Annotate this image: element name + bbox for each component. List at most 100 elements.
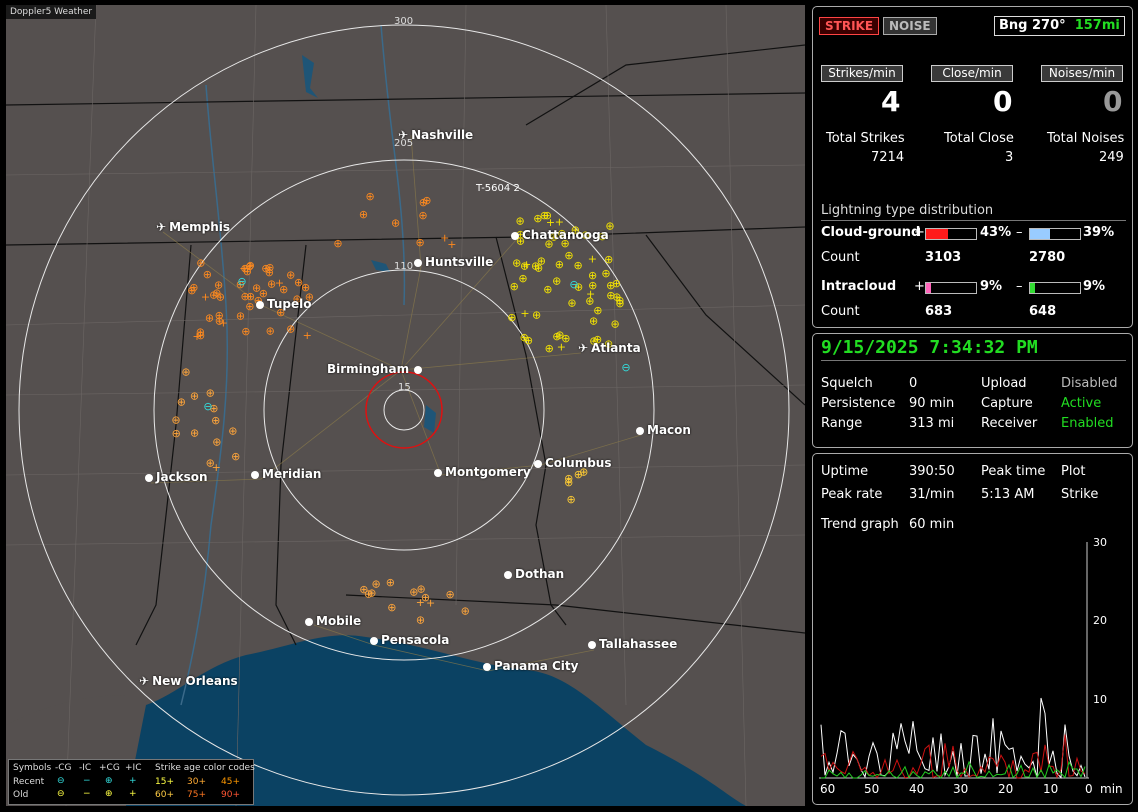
city-dot-icon bbox=[256, 300, 264, 309]
strike-marker: + bbox=[546, 216, 555, 229]
city-pensacola: Pensacola bbox=[370, 633, 449, 647]
noises-per-min-label[interactable]: Noises/min bbox=[1041, 65, 1123, 82]
trend-x-tick-40: 40 bbox=[909, 782, 925, 796]
strike-marker: ⊕ bbox=[246, 259, 255, 272]
strike-marker: ⊕ bbox=[593, 333, 602, 346]
ic-negative-bar-fill bbox=[1030, 283, 1035, 293]
city-dot-icon bbox=[483, 662, 491, 671]
strikes-per-min-label[interactable]: Strikes/min bbox=[821, 65, 903, 82]
lake bbox=[371, 260, 390, 272]
age-30: 30+ bbox=[187, 777, 206, 787]
city-dot-icon bbox=[145, 473, 153, 482]
trend-graph-value: 60 min bbox=[909, 517, 955, 532]
strike-marker: ⊕ bbox=[294, 276, 303, 289]
legend-header-neg-ic: -IC bbox=[79, 763, 92, 773]
strike-marker: ⊕ bbox=[292, 293, 301, 306]
intracloud-label: Intracloud bbox=[821, 279, 897, 294]
trend-line bbox=[820, 734, 1086, 779]
total-noises-label: Total Noises bbox=[1047, 131, 1125, 146]
noise-button[interactable]: NOISE bbox=[883, 17, 937, 35]
strike-marker: ⊕ bbox=[286, 269, 295, 282]
river bbox=[180, 84, 229, 706]
strike-marker: ⊕ bbox=[567, 296, 576, 309]
strike-marker: ⊕ bbox=[240, 262, 249, 275]
strike-marker: ⊕ bbox=[507, 311, 516, 324]
ic-count-label: Count bbox=[821, 304, 860, 319]
ic-positive-pct: 9% bbox=[980, 279, 1003, 294]
strike-marker: ⊕ bbox=[555, 329, 564, 342]
strike-marker: ⊕ bbox=[267, 278, 276, 291]
gulf-of-mexico bbox=[126, 635, 746, 806]
roads bbox=[150, 134, 642, 672]
legend-header-pos-cg: +CG bbox=[99, 763, 120, 773]
strike-marker: ⊕ bbox=[543, 209, 552, 222]
strike-marker: ⊕ bbox=[387, 601, 396, 614]
strike-button[interactable]: STRIKE bbox=[819, 17, 880, 35]
trend-x-tick-20: 20 bbox=[998, 782, 1014, 796]
strike-marker: ⊕ bbox=[386, 576, 395, 589]
strike-marker: ⊕ bbox=[516, 235, 525, 248]
close-per-min-label[interactable]: Close/min bbox=[931, 65, 1013, 82]
strike-marker: ⊕ bbox=[305, 291, 314, 304]
strike-marker: ⊕ bbox=[241, 325, 250, 338]
airport-icon: ✈ bbox=[578, 341, 589, 355]
plot-value[interactable]: Strike bbox=[1061, 487, 1099, 502]
strike-marker: ⊕ bbox=[228, 425, 237, 438]
city-dot-icon bbox=[434, 468, 442, 477]
strike-marker: ⊕ bbox=[533, 212, 542, 225]
strike-marker: ⊕ bbox=[549, 231, 558, 244]
trend-lines bbox=[820, 697, 1086, 780]
strike-marker: ⊕ bbox=[564, 249, 573, 262]
strike-marker: ⊕ bbox=[415, 236, 424, 249]
total-strikes-value: 7214 bbox=[871, 150, 905, 165]
strike-marker: ⊕ bbox=[177, 396, 186, 409]
uptime-value: 390:50 bbox=[909, 464, 955, 479]
ic-plus-sign: + bbox=[914, 279, 925, 294]
strike-marker: + bbox=[426, 596, 435, 609]
strike-marker: ⊕ bbox=[265, 266, 274, 279]
cg-minus-sign: – bbox=[1016, 225, 1023, 240]
strike-marker: ⊕ bbox=[212, 436, 221, 449]
cg-positive-bar bbox=[925, 228, 977, 240]
strike-marker: ⊕ bbox=[532, 309, 541, 322]
range-value: 313 mi bbox=[909, 416, 955, 431]
lightning-map[interactable]: ⊕⊕⊕⊕⊕⊕⊕++⊕⊕⊕⊕⊕⊕⊕⊕⊕⊕⊕⊕⊕⊕⊕++⊕⊕⊕+⊕+⊕⊕⊕⊕⊕⊕⊕⊕… bbox=[6, 5, 805, 806]
storm-tag[interactable]: T-5604 2 bbox=[476, 183, 520, 194]
upload-label: Upload bbox=[981, 376, 1027, 391]
strike-marker: ⊕ bbox=[544, 237, 553, 250]
city-dot-icon bbox=[305, 617, 313, 626]
city-dot-icon bbox=[370, 636, 378, 645]
ic-positive-count: 683 bbox=[925, 304, 953, 319]
pos-cg-recent-icon: ⊕ bbox=[105, 776, 113, 786]
pos-ic-recent-icon: + bbox=[129, 776, 137, 786]
close-range-ring bbox=[365, 371, 443, 449]
cg-positive-count: 3103 bbox=[925, 250, 962, 265]
strike-marker: ⊕ bbox=[171, 414, 180, 427]
strike-marker: ⊕ bbox=[579, 466, 588, 479]
strike-marker: ⊕ bbox=[205, 312, 214, 325]
lake bbox=[302, 55, 318, 98]
airport-icon: ✈ bbox=[156, 220, 167, 234]
total-strikes-label: Total Strikes bbox=[826, 131, 905, 146]
river bbox=[380, 24, 406, 306]
strike-marker: ⊕ bbox=[589, 315, 598, 328]
strike-marker: ⊕ bbox=[598, 230, 607, 243]
cg-negative-pct: 39% bbox=[1083, 225, 1115, 240]
trend-line bbox=[820, 697, 1086, 779]
total-noises-value: 249 bbox=[1099, 150, 1124, 165]
strike-marker: ⊕ bbox=[520, 331, 529, 344]
datetime: 9/15/2025 7:34:32 PM bbox=[821, 337, 1038, 358]
strike-marker: ⊕ bbox=[301, 281, 310, 294]
symbol-legend: Symbols -CG -IC +CG +IC Strike age color… bbox=[8, 759, 255, 805]
info-panel: 9/15/2025 7:34:32 PM Squelch 0 Upload Di… bbox=[812, 333, 1133, 448]
strike-marker: ⊕ bbox=[552, 330, 561, 343]
cg-count-label: Count bbox=[821, 250, 860, 265]
cg-negative-bar-fill bbox=[1030, 229, 1050, 239]
strike-marker: ⊕ bbox=[612, 290, 621, 303]
strike-marker: ⊕ bbox=[510, 280, 519, 293]
strike-marker: ⊕ bbox=[196, 329, 205, 342]
strike-marker: ⊕ bbox=[421, 591, 430, 604]
pos-ic-old-icon: + bbox=[129, 789, 137, 799]
city-dot-icon bbox=[414, 365, 423, 374]
plot-label: Plot bbox=[1061, 464, 1086, 479]
